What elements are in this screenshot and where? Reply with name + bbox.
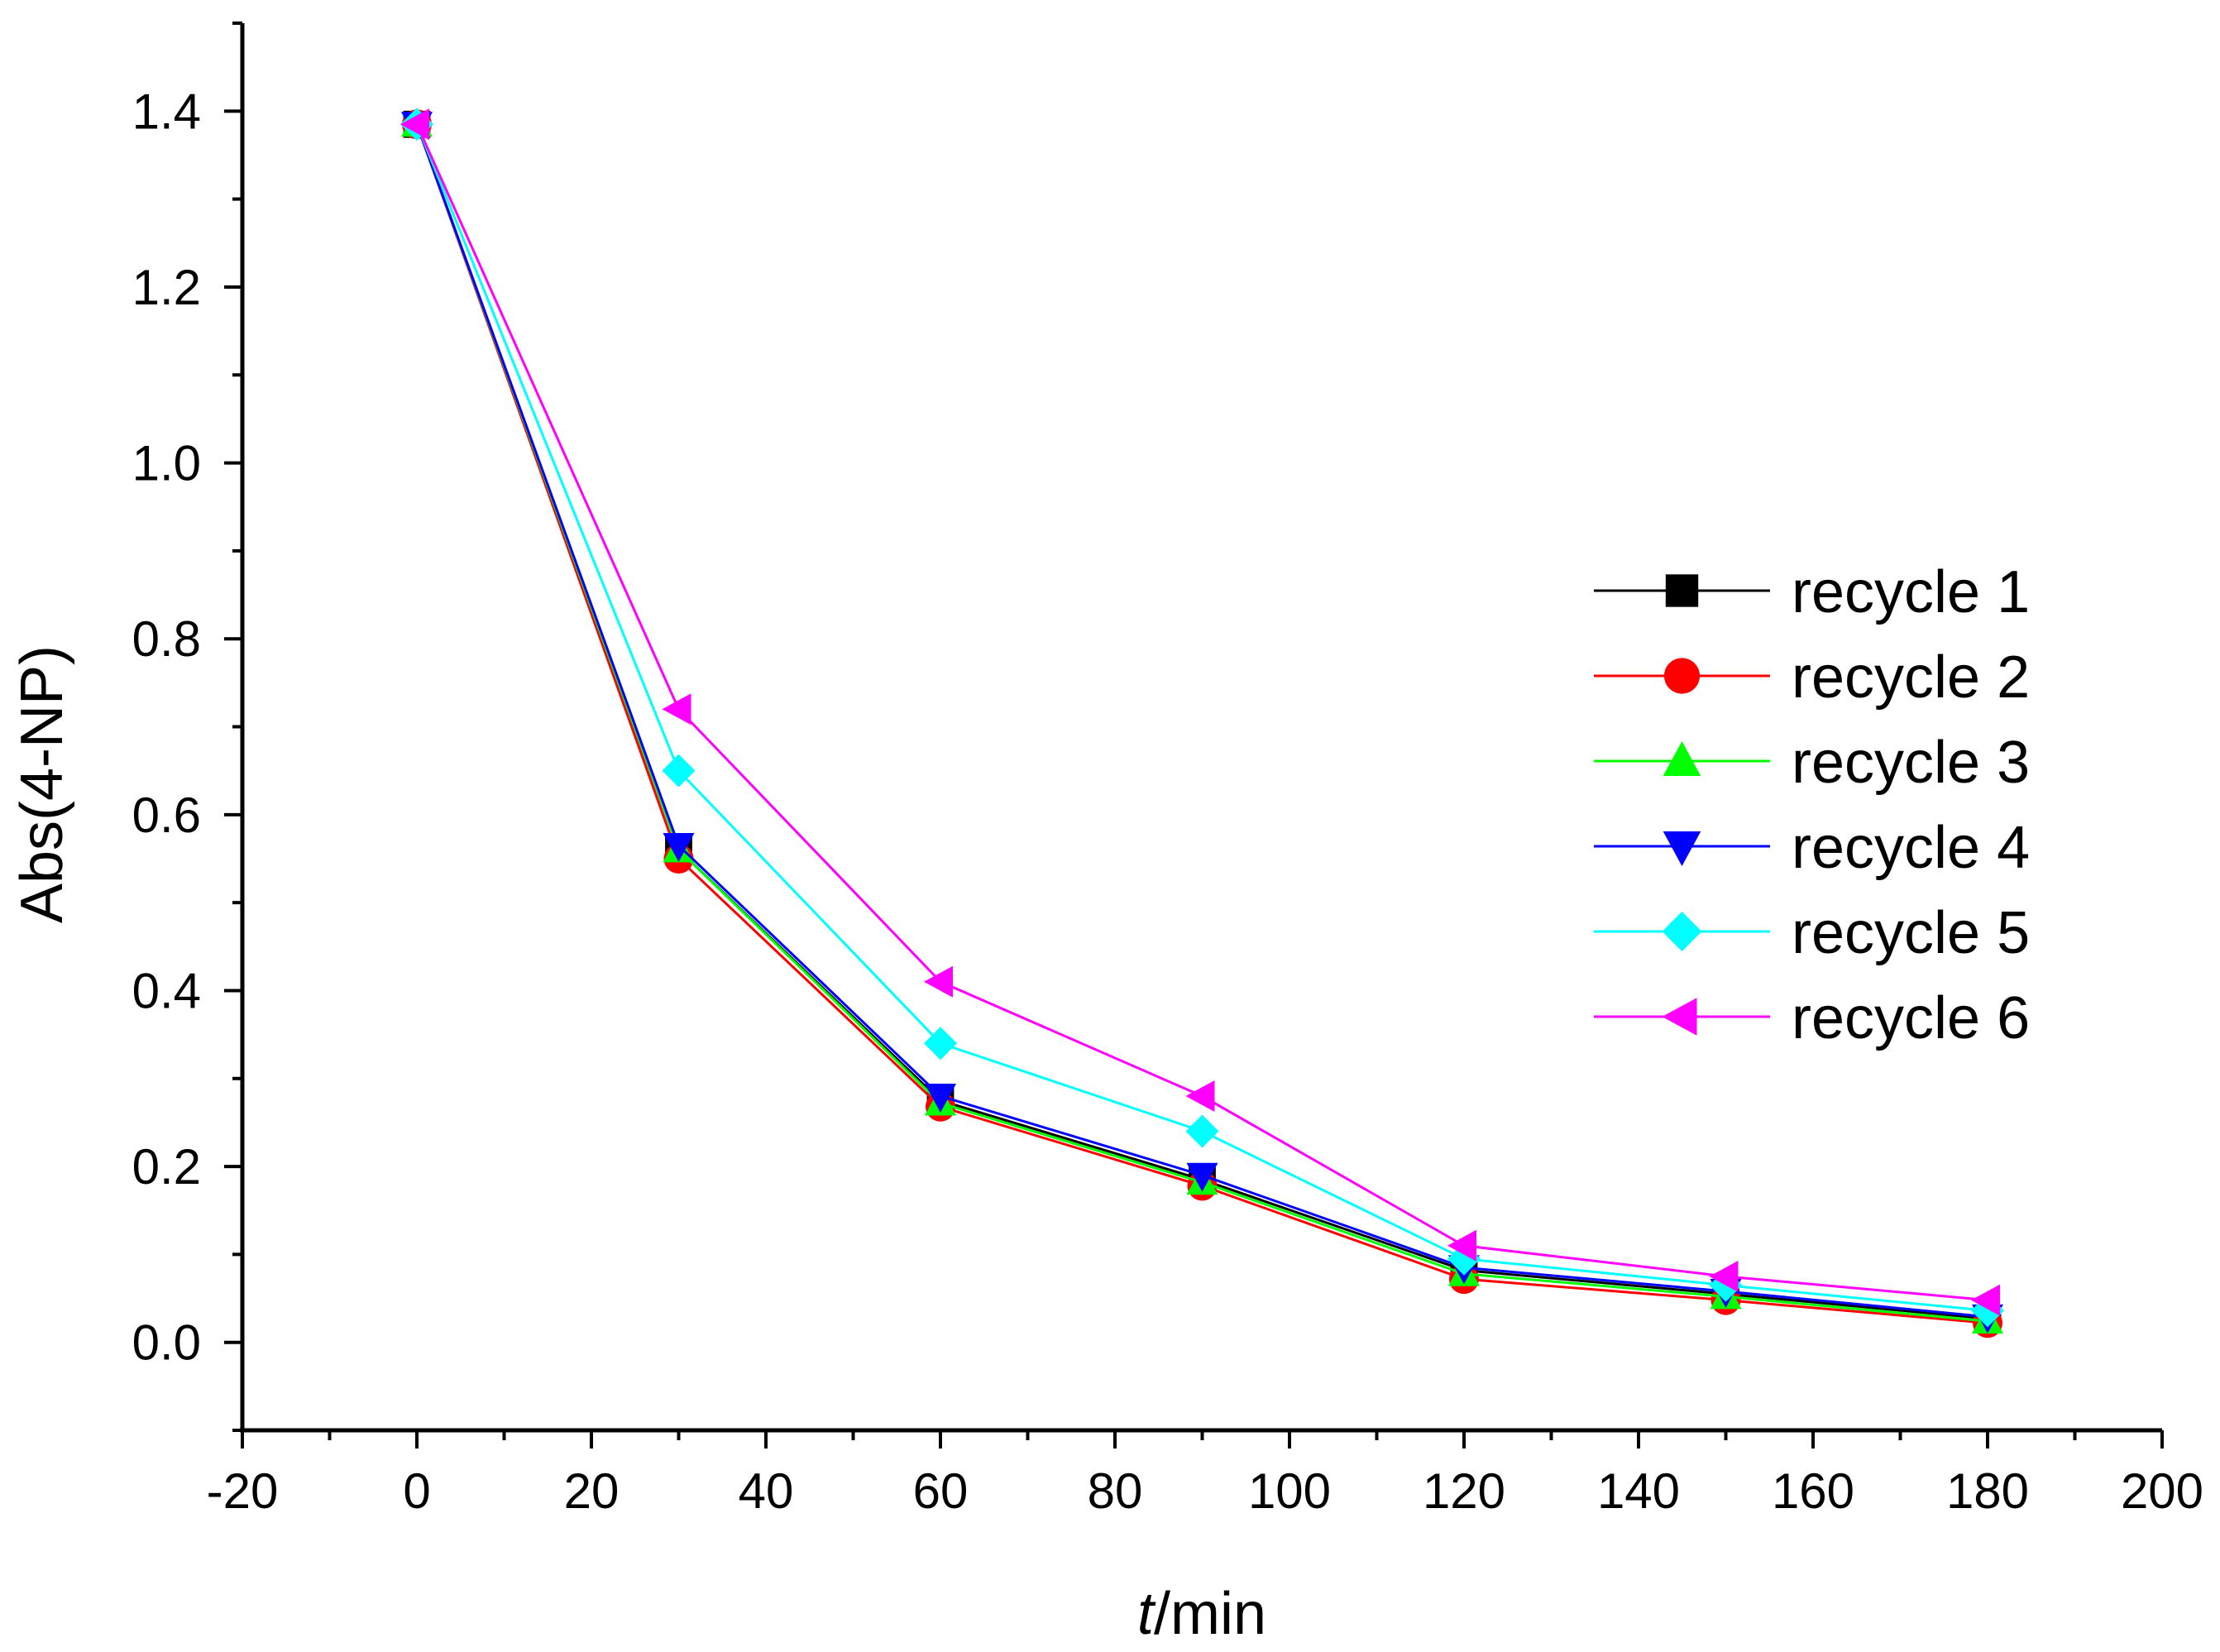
x-tick-label: 160	[1772, 1463, 1854, 1519]
data-point	[924, 1027, 957, 1061]
legend-marker	[1663, 658, 1701, 694]
series-6	[400, 108, 2000, 1316]
y-tick-label: 0.0	[132, 1315, 201, 1371]
data-point	[924, 965, 953, 998]
axis-ticks: -20 0 20 40 60 80 100 120 140 160 180 200 0.0 0.2 0.4 0…	[132, 22, 2203, 1519]
series-3	[401, 108, 2003, 1334]
data-point	[1709, 1260, 1739, 1292]
x-axis-title-unit: /min	[1154, 1581, 1266, 1647]
x-tick-label: 100	[1248, 1463, 1331, 1519]
legend: recycle 1 recycle 2 recycle 3 recycle 4 recy…	[1594, 559, 2030, 1051]
data-point	[662, 754, 696, 788]
data-series	[400, 108, 2004, 1338]
x-tick-label: 200	[2121, 1463, 2203, 1519]
legend-item: recycle 4	[1594, 815, 2030, 881]
x-tick-label: 20	[564, 1463, 620, 1519]
x-tick-label: 120	[1423, 1463, 1505, 1519]
y-tick-label: 0.4	[132, 963, 201, 1018]
data-point	[662, 693, 691, 725]
legend-marker	[1662, 998, 1697, 1036]
legend-marker	[1663, 741, 1701, 776]
x-tick-label: 0	[403, 1463, 430, 1519]
legend-label: recycle 5	[1792, 900, 2030, 966]
legend-item: recycle 2	[1594, 644, 2030, 711]
legend-item: recycle 1	[1594, 559, 2030, 625]
y-tick-label: 1.4	[132, 84, 201, 139]
x-axis-title: t/min	[1137, 1581, 1266, 1647]
x-tick-label: 180	[1946, 1463, 2029, 1519]
legend-item: recycle 3	[1594, 730, 2030, 796]
series-2	[402, 109, 2002, 1338]
legend-marker	[1665, 574, 1699, 607]
legend-marker	[1662, 912, 1702, 951]
series-5	[400, 108, 2004, 1328]
data-point	[1185, 1114, 1219, 1148]
y-tick-label: 1.2	[132, 260, 201, 315]
y-axis-title: Abs(4-NP)	[9, 645, 75, 923]
legend-marker	[1663, 831, 1701, 866]
data-point	[925, 1084, 956, 1113]
x-tick-label: 140	[1597, 1463, 1680, 1519]
series-4	[401, 112, 2003, 1334]
data-point	[663, 833, 695, 863]
y-tick-label: 1.0	[132, 436, 201, 491]
legend-label: recycle 6	[1792, 985, 2030, 1051]
data-point	[400, 108, 429, 141]
series-1	[403, 110, 2002, 1333]
data-point	[1185, 1080, 1215, 1113]
y-tick-label: 0.6	[132, 788, 201, 843]
data-point	[1186, 1162, 1218, 1192]
legend-item: recycle 5	[1594, 900, 2030, 966]
legend-label: recycle 2	[1792, 644, 2030, 711]
axes	[240, 23, 2162, 1433]
x-tick-label: -20	[207, 1463, 279, 1519]
data-point	[1971, 1284, 2000, 1316]
legend-item: recycle 6	[1594, 985, 2030, 1051]
data-point	[1447, 1229, 1476, 1262]
y-tick-label: 0.2	[132, 1139, 201, 1195]
x-tick-label: 60	[913, 1463, 969, 1519]
x-tick-label: 80	[1088, 1463, 1143, 1519]
x-tick-label: 40	[739, 1463, 794, 1519]
legend-label: recycle 1	[1792, 559, 2030, 625]
y-tick-label: 0.8	[132, 611, 201, 667]
x-axis-title-italic: t	[1137, 1581, 1156, 1647]
legend-label: recycle 3	[1792, 730, 2030, 796]
legend-label: recycle 4	[1792, 815, 2030, 881]
